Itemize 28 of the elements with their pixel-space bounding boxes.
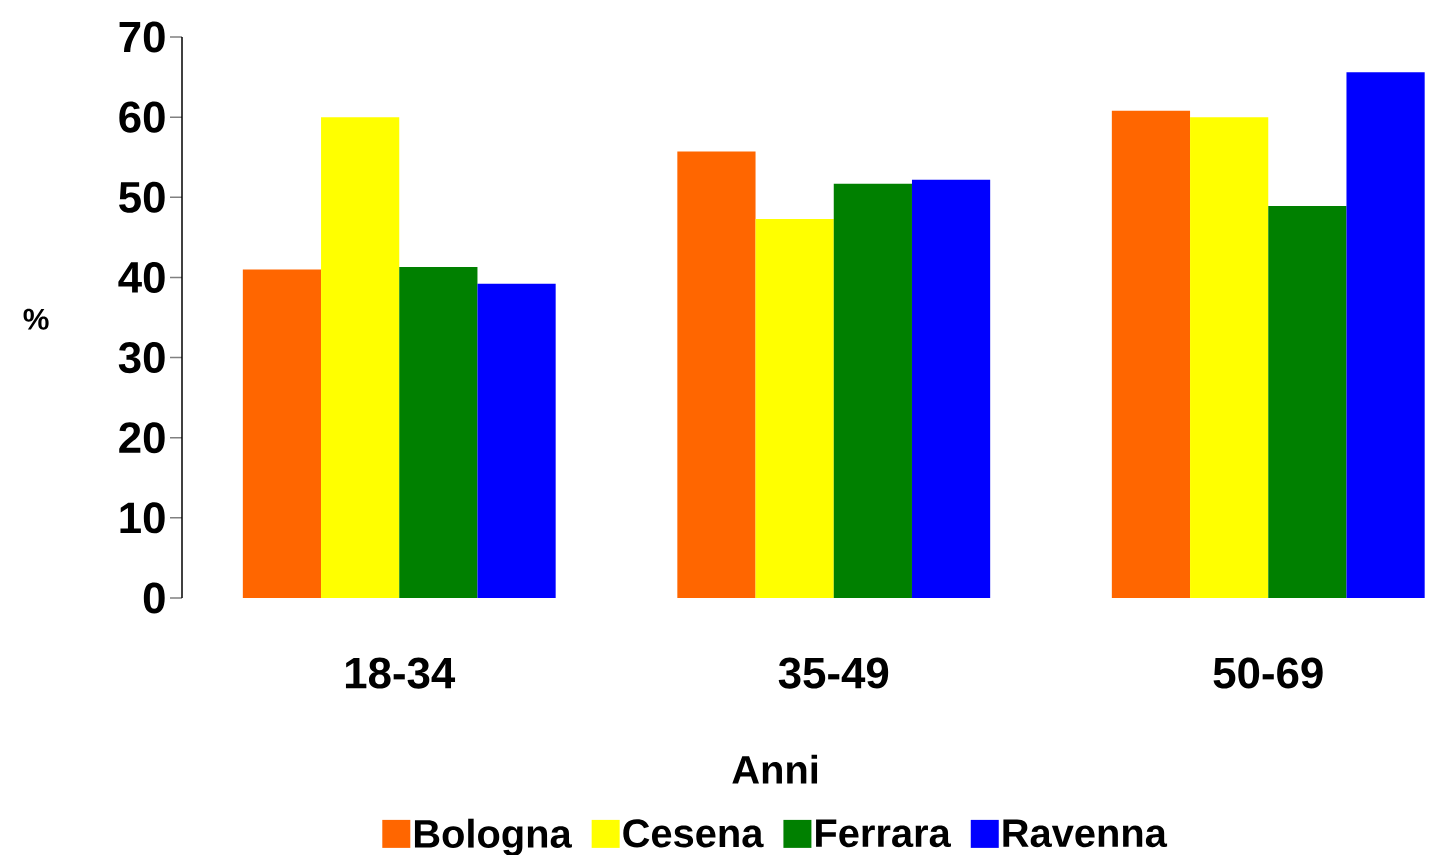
legend-label: Cesena — [623, 819, 764, 848]
bar — [755, 218, 834, 598]
bar — [1111, 110, 1191, 598]
y-tick-label: 50 — [119, 181, 165, 213]
bar — [833, 183, 912, 598]
bar — [477, 283, 556, 598]
y-tick-label: 0 — [143, 582, 165, 614]
bar — [677, 151, 756, 598]
bar — [1268, 206, 1347, 598]
x-tick-label: 35-49 — [778, 657, 889, 689]
y-tick-label: 40 — [118, 261, 165, 293]
y-tick-label: 20 — [119, 422, 165, 454]
y-tick-label: 60 — [119, 101, 165, 133]
legend-label: Ferrara — [816, 819, 951, 848]
legend-label: Ravenna — [1003, 819, 1168, 848]
bar — [1346, 72, 1425, 598]
bar — [399, 267, 478, 598]
bar — [321, 117, 400, 598]
y-tick-label: 70 — [119, 21, 165, 53]
y-axis-title: % — [23, 308, 49, 330]
x-axis-title: Anni — [732, 754, 818, 784]
bar — [1190, 117, 1269, 598]
bar — [242, 269, 322, 598]
x-tick-label: 18-34 — [345, 657, 456, 689]
x-tick-label: 50-69 — [1213, 657, 1323, 689]
y-tick-label: 10 — [120, 502, 165, 534]
bar — [911, 179, 991, 598]
y-tick-label: 30 — [118, 342, 165, 374]
